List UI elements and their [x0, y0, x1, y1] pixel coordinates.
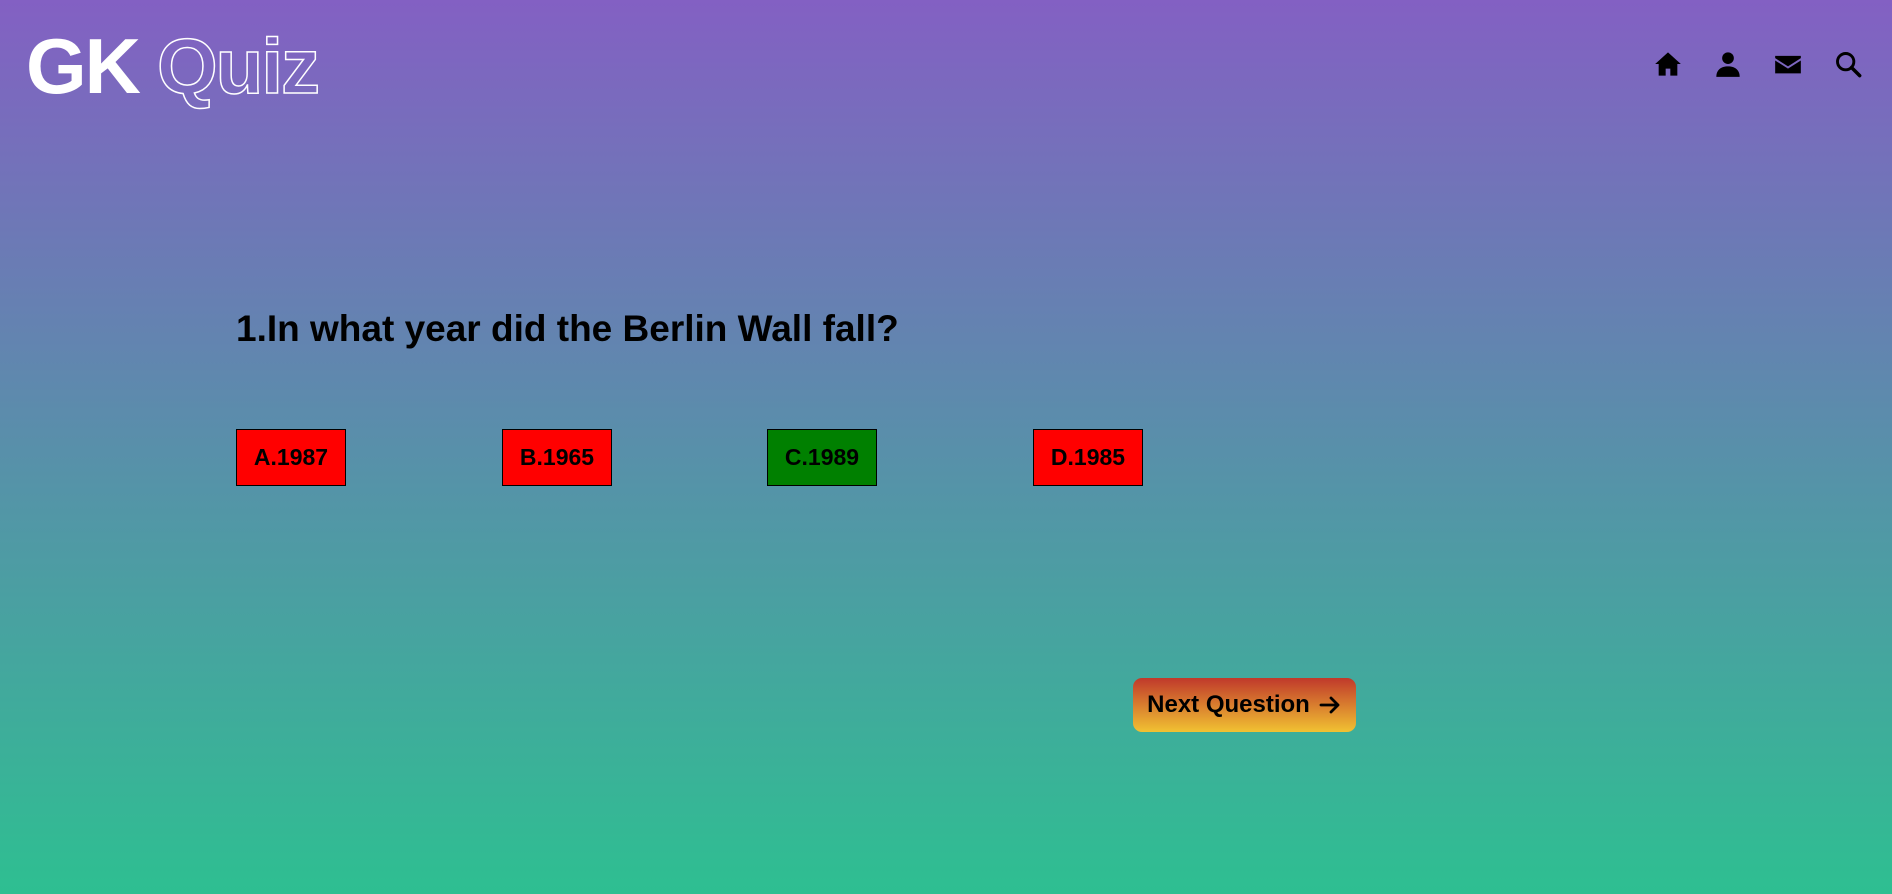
mail-icon[interactable] [1774, 50, 1802, 78]
next-label: Next Question [1147, 691, 1310, 718]
logo-solid: GK [26, 22, 141, 110]
nav [1654, 50, 1862, 78]
logo[interactable]: GK Quiz [26, 21, 321, 111]
user-icon[interactable] [1714, 50, 1742, 78]
option[interactable]: B.1965 [502, 429, 612, 486]
option[interactable]: D.1985 [1033, 429, 1143, 486]
arrow-icon [1319, 696, 1340, 714]
next-button[interactable]: Next Question [1133, 678, 1356, 732]
search-icon[interactable] [1834, 50, 1862, 78]
option[interactable]: C.1989 [767, 429, 877, 486]
question: 1.In what year did the Berlin Wall fall? [236, 308, 899, 349]
home-icon[interactable] [1654, 50, 1682, 78]
logo-outline: Quiz [156, 21, 321, 111]
option[interactable]: A.1987 [236, 429, 346, 486]
